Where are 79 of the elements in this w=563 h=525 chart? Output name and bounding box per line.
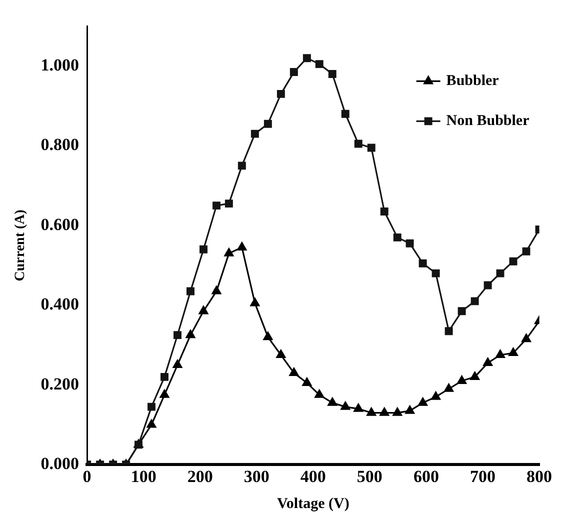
point (212, 286, 222, 294)
y-tick-label: 1.000 (40, 55, 80, 74)
point (354, 140, 362, 148)
point (432, 269, 440, 278)
point (250, 298, 260, 306)
point (470, 297, 479, 306)
point (457, 376, 467, 384)
point (340, 402, 350, 410)
point (314, 390, 324, 398)
x-tick-label: 500 (356, 467, 382, 486)
legend-label: Bubbler (446, 73, 500, 90)
point (160, 390, 170, 398)
point (418, 259, 427, 268)
point (237, 242, 247, 250)
point (522, 247, 530, 256)
point (367, 144, 376, 152)
point (458, 307, 466, 316)
y-tick-label: 0.000 (40, 454, 80, 473)
point (263, 332, 273, 340)
point (264, 120, 272, 128)
x-tick-label: 400 (300, 467, 326, 486)
point (186, 330, 196, 338)
point (146, 419, 156, 428)
point (483, 358, 493, 366)
x-tick-label: 0 (82, 467, 92, 486)
point (276, 90, 285, 98)
point (496, 269, 504, 278)
point (224, 200, 233, 208)
point (198, 306, 208, 314)
point (302, 378, 312, 386)
point (508, 348, 518, 356)
point (290, 68, 298, 76)
x-tick-label: 200 (187, 467, 213, 486)
point (172, 360, 182, 368)
point (328, 398, 338, 406)
y-tick-label: 0.600 (40, 214, 80, 234)
point (484, 281, 492, 290)
y-tick-label: 0.400 (40, 294, 80, 314)
point (238, 162, 246, 170)
point (392, 407, 402, 416)
x-tick-label: 700 (470, 467, 496, 486)
point (431, 392, 441, 400)
point (174, 331, 182, 340)
x-tick-label: 800 (526, 467, 552, 486)
point (212, 202, 220, 210)
point (393, 233, 402, 242)
point (224, 248, 234, 256)
y-tick-label: 0.200 (40, 374, 80, 394)
point (289, 368, 299, 376)
point (470, 372, 480, 380)
x-tick-label: 600 (413, 467, 439, 486)
point (380, 407, 390, 416)
point (444, 384, 454, 392)
point (328, 70, 336, 78)
point (380, 208, 388, 216)
point (160, 372, 168, 381)
point (276, 350, 286, 358)
x-tick-label: 100 (130, 467, 156, 486)
point (366, 407, 376, 416)
legend-label: Non Bubbler (446, 113, 530, 130)
point (186, 287, 194, 296)
point (496, 350, 505, 358)
point (315, 60, 324, 68)
point (341, 110, 350, 118)
y-axis-title: Current (A) (13, 209, 28, 282)
point (522, 334, 531, 342)
point (405, 405, 415, 414)
point (406, 239, 414, 248)
y-tick-label: 0.800 (40, 135, 80, 154)
point (444, 327, 453, 336)
point (148, 402, 156, 411)
point (354, 404, 364, 412)
point (418, 398, 428, 406)
x-axis-title: Voltage (V) (276, 496, 350, 512)
point (200, 245, 208, 254)
point (250, 130, 259, 138)
point (302, 54, 311, 62)
point (509, 257, 518, 266)
x-tick-label: 300 (244, 467, 270, 486)
